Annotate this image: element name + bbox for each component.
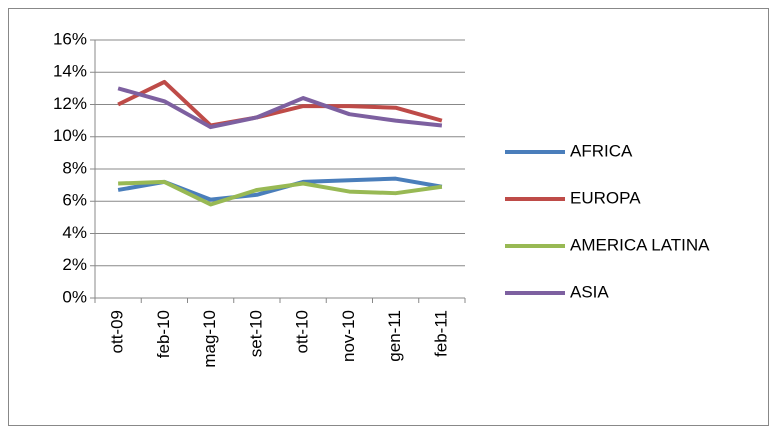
series-line: [117, 79, 443, 128]
y-tick-label: 2%: [62, 255, 87, 274]
x-tick-label: ott-10: [293, 310, 312, 353]
y-tick-label: 4%: [62, 223, 87, 242]
series-line: [118, 179, 443, 207]
y-tick-label: 6%: [62, 191, 87, 210]
x-tick-label: nov-10: [339, 310, 358, 362]
y-tick-label: 16%: [53, 29, 87, 48]
legend-label: EUROPA: [570, 188, 641, 207]
x-tick-label: set-10: [246, 310, 265, 357]
y-tick-label: 12%: [53, 94, 87, 113]
x-tick-label: ott-09: [108, 310, 127, 353]
y-tick-label: 0%: [62, 287, 87, 306]
series-line: [117, 86, 443, 130]
x-tick-label: feb-10: [154, 310, 173, 358]
x-tick-label: gen-11: [385, 310, 404, 362]
chart-border: [8, 8, 769, 426]
legend-label: AMERICA LATINA: [570, 235, 710, 254]
y-tick-label: 8%: [62, 158, 87, 177]
y-tick-label: 14%: [53, 62, 87, 81]
legend-label: ASIA: [570, 282, 609, 301]
y-tick-label: 10%: [53, 126, 87, 145]
legend-label: AFRICA: [570, 141, 633, 160]
x-tick-label: feb-11: [431, 310, 450, 357]
x-tick-label: mag-10: [200, 310, 219, 368]
